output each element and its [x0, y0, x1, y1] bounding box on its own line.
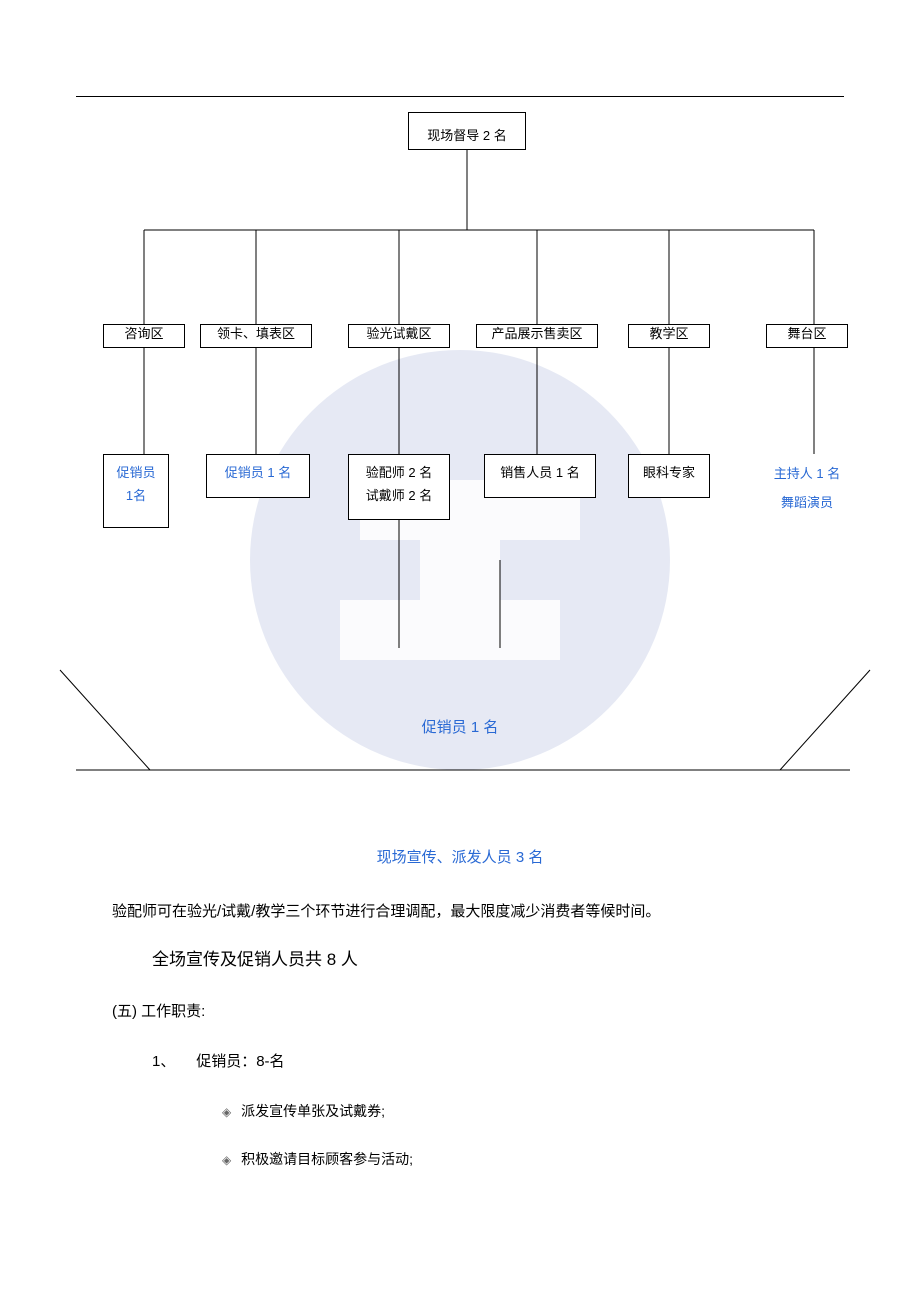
- bottom-label: 促销员 1 名: [0, 716, 920, 737]
- bullet-text: 派发宣传单张及试戴券;: [241, 1103, 385, 1119]
- level3-label: 眼科专家: [629, 461, 709, 484]
- level2-node: 教学区: [628, 324, 710, 348]
- level3-label: 销售人员 1 名: [485, 461, 595, 484]
- level2-label: 产品展示售卖区: [477, 324, 597, 345]
- level2-label: 验光试戴区: [349, 324, 449, 345]
- section-title: (五) 工作职责:: [112, 1000, 205, 1024]
- level2-label: 舞台区: [767, 324, 847, 345]
- list-number: 1、: [152, 1053, 175, 1070]
- root-node-label: 现场督导 2 名: [409, 124, 525, 147]
- level3-node: 促销员 1 名: [206, 454, 310, 498]
- level2-label: 教学区: [629, 324, 709, 345]
- level3-node: 眼科专家: [628, 454, 710, 498]
- level3-label: 验配师 2 名 试戴师 2 名: [349, 461, 449, 508]
- level3-label: 促销员 1 名: [207, 461, 309, 484]
- level2-node: 领卡、填表区: [200, 324, 312, 348]
- level3-label: 主持人 1 名 舞蹈演员: [760, 460, 854, 517]
- list-title: 促销员：8-名: [196, 1053, 284, 1070]
- level3-node: 主持人 1 名 舞蹈演员: [760, 454, 854, 544]
- page-top-rule: [76, 96, 844, 97]
- bottom-label: 现场宣传、派发人员 3 名: [0, 846, 920, 867]
- level2-label: 领卡、填表区: [201, 324, 311, 345]
- level3-node: 促销员 1名: [103, 454, 169, 528]
- body-note: 验配师可在验光/试戴/教学三个环节进行合理调配，最大限度减少消费者等候时间。: [112, 900, 660, 924]
- level3-node: 验配师 2 名 试戴师 2 名: [348, 454, 450, 520]
- level2-label: 咨询区: [104, 324, 184, 345]
- bottom-label-text: 促销员 1 名: [422, 719, 499, 736]
- level2-node: 产品展示售卖区: [476, 324, 598, 348]
- bullet-icon: ◈: [222, 1153, 231, 1167]
- bullet-icon: ◈: [222, 1105, 231, 1119]
- bullet-text: 积极邀请目标顾客参与活动;: [241, 1151, 413, 1167]
- bullet-item: ◈ 派发宣传单张及试戴券;: [222, 1100, 385, 1122]
- level3-node: 销售人员 1 名: [484, 454, 596, 498]
- bullet-item: ◈ 积极邀请目标顾客参与活动;: [222, 1148, 413, 1170]
- level3-label: 促销员 1名: [104, 461, 168, 508]
- list-item-1: 1、 促销员：8-名: [152, 1050, 285, 1074]
- level2-node: 咨询区: [103, 324, 185, 348]
- level2-node: 舞台区: [766, 324, 848, 348]
- level2-node: 验光试戴区: [348, 324, 450, 348]
- bottom-label-text: 现场宣传、派发人员 3 名: [377, 849, 544, 866]
- root-node: 现场督导 2 名: [408, 112, 526, 150]
- body-summary: 全场宣传及促销人员共 8 人: [152, 946, 358, 973]
